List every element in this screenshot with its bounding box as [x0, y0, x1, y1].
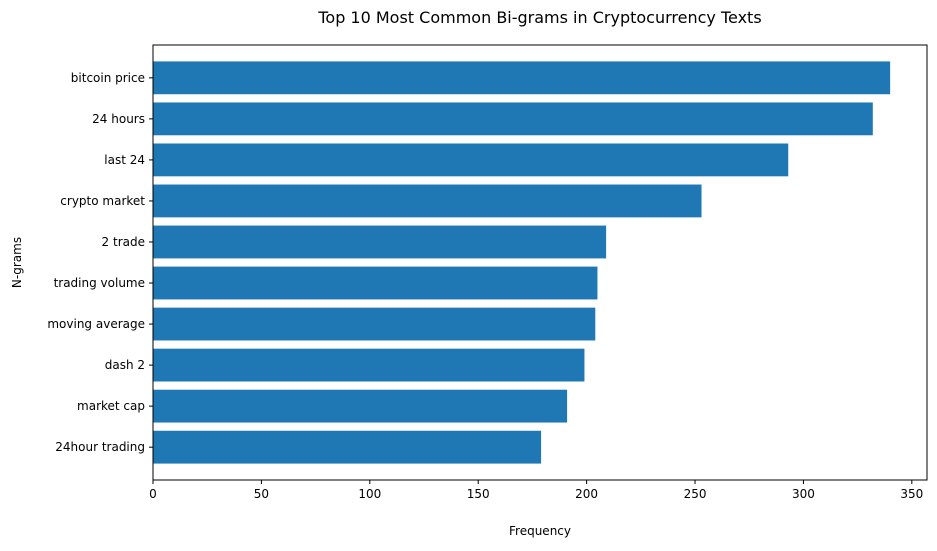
bar-24-hours — [153, 102, 873, 136]
bars-group — [153, 61, 891, 464]
y-tick-label: 2 trade — [102, 235, 145, 249]
plot-frame — [152, 44, 928, 481]
y-axis-ticks: bitcoin price 24 hours last 24 crypto marke… — [47, 71, 153, 454]
x-tick-label: 350 — [900, 487, 923, 501]
y-tick-label: bitcoin price — [71, 71, 145, 85]
bar-dash-2 — [153, 348, 585, 382]
x-tick-label: 0 — [149, 487, 157, 501]
y-tick-label: last 24 — [104, 153, 145, 167]
y-axis-title: N-grams — [10, 237, 24, 288]
x-tick-label: 50 — [254, 487, 269, 501]
x-tick-label: 200 — [575, 487, 598, 501]
bar-crypto-market — [153, 184, 702, 218]
bar-moving-average — [153, 307, 596, 341]
bar-24hour-trading — [153, 430, 542, 464]
x-tick-label: 250 — [684, 487, 707, 501]
y-tick-label: 24 hours — [92, 112, 145, 126]
y-tick-label: trading volume — [54, 276, 145, 290]
y-tick-label: moving average — [47, 317, 145, 331]
chart-title: Top 10 Most Common Bi-grams in Cryptocur… — [317, 8, 761, 27]
bar-last-24 — [153, 143, 789, 177]
y-tick-label: 24hour trading — [55, 440, 145, 454]
bar-bitcoin-price — [153, 61, 891, 95]
x-tick-label: 300 — [792, 487, 815, 501]
bar-market-cap — [153, 389, 568, 423]
x-tick-label: 100 — [358, 487, 381, 501]
y-tick-label: market cap — [77, 399, 145, 413]
bar-2-trade — [153, 225, 607, 259]
y-tick-label: dash 2 — [105, 358, 145, 372]
x-axis-ticks: 0 50 100 150 200 250 300 350 — [149, 480, 923, 501]
bar-trading-volume — [153, 266, 598, 300]
x-axis-title: Frequency — [509, 524, 571, 538]
x-tick-label: 150 — [467, 487, 490, 501]
y-tick-label: crypto market — [60, 194, 145, 208]
